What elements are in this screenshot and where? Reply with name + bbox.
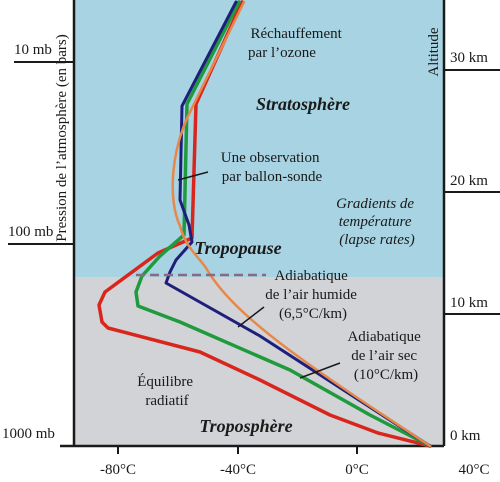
dry-adiabatic-line-3: (10°C/km) [354,367,418,383]
lapse-rates-line-2: température [339,214,412,230]
wet-adiabatic-curve [164,0,432,448]
lapse-rates-label: Gradients de température (lapse rates) [336,196,418,248]
dry-adiabatic-line-2: de l’air sec [351,348,417,364]
tropopause-title: Tropopause [194,238,281,258]
radiative-equilibrium-line-2: radiatif [145,393,188,409]
pressure-label-10mb: 10 mb [14,42,52,58]
ozone-heating-line-1: Réchauffement [250,26,342,42]
pressure-label-100mb: 100 mb [8,224,53,240]
dry-adiabatic-label: Adiabatique de l’air sec (10°C/km) [347,329,424,383]
troposphere-title: Troposphère [199,416,292,436]
temperature-label-40: 40°C [458,462,489,478]
pressure-label-1000mb: 1000 mb [2,426,55,442]
dry-adiabatic-pointer [299,362,341,379]
ozone-heating-label: Réchauffement par l’ozone [248,26,346,61]
troposphere-region [74,277,444,446]
radiative-equilibrium-line-1: Équilibre [137,373,193,390]
dry-adiabatic-curve [134,0,432,448]
temperature-label-minus40: -40°C [220,462,256,478]
temperature-label-0: 0°C [345,462,369,478]
wet-adiabatic-label: Adiabatique de l’air humide (6,5°C/km) [265,268,360,322]
pressure-axis-title: Pression de l’atmosphère (en bars) [54,34,70,241]
altitude-label-30km: 30 km [450,50,488,66]
stratosphere-title: Stratosphère [256,94,350,114]
observation-label: Une observation par ballon-sonde [221,150,323,185]
dry-adiabatic-line-1: Adiabatique [347,329,421,345]
ozone-heating-line-2: par l’ozone [248,45,316,61]
observation-line-2: par ballon-sonde [222,169,323,185]
radiative-equilibrium-label: Équilibre radiatif [137,373,197,409]
altitude-label-10km: 10 km [450,295,488,311]
wet-adiabatic-pointer [237,306,265,328]
observation-line-1: Une observation [221,150,320,166]
altitude-label-20km: 20 km [450,173,488,189]
altitude-axis-title: Altitude [426,27,442,77]
wet-adiabatic-line-3: (6,5°C/km) [279,306,347,322]
stratosphere-region [74,0,444,277]
wet-adiabatic-line-1: Adiabatique [274,268,348,284]
temperature-label-minus80: -80°C [100,462,136,478]
lapse-rates-line-1: Gradients de [336,196,414,212]
altitude-label-0km: 0 km [450,428,481,444]
observation-pointer [177,171,209,181]
lapse-rates-line-3: (lapse rates) [339,232,414,248]
wet-adiabatic-line-2: de l’air humide [265,287,357,303]
